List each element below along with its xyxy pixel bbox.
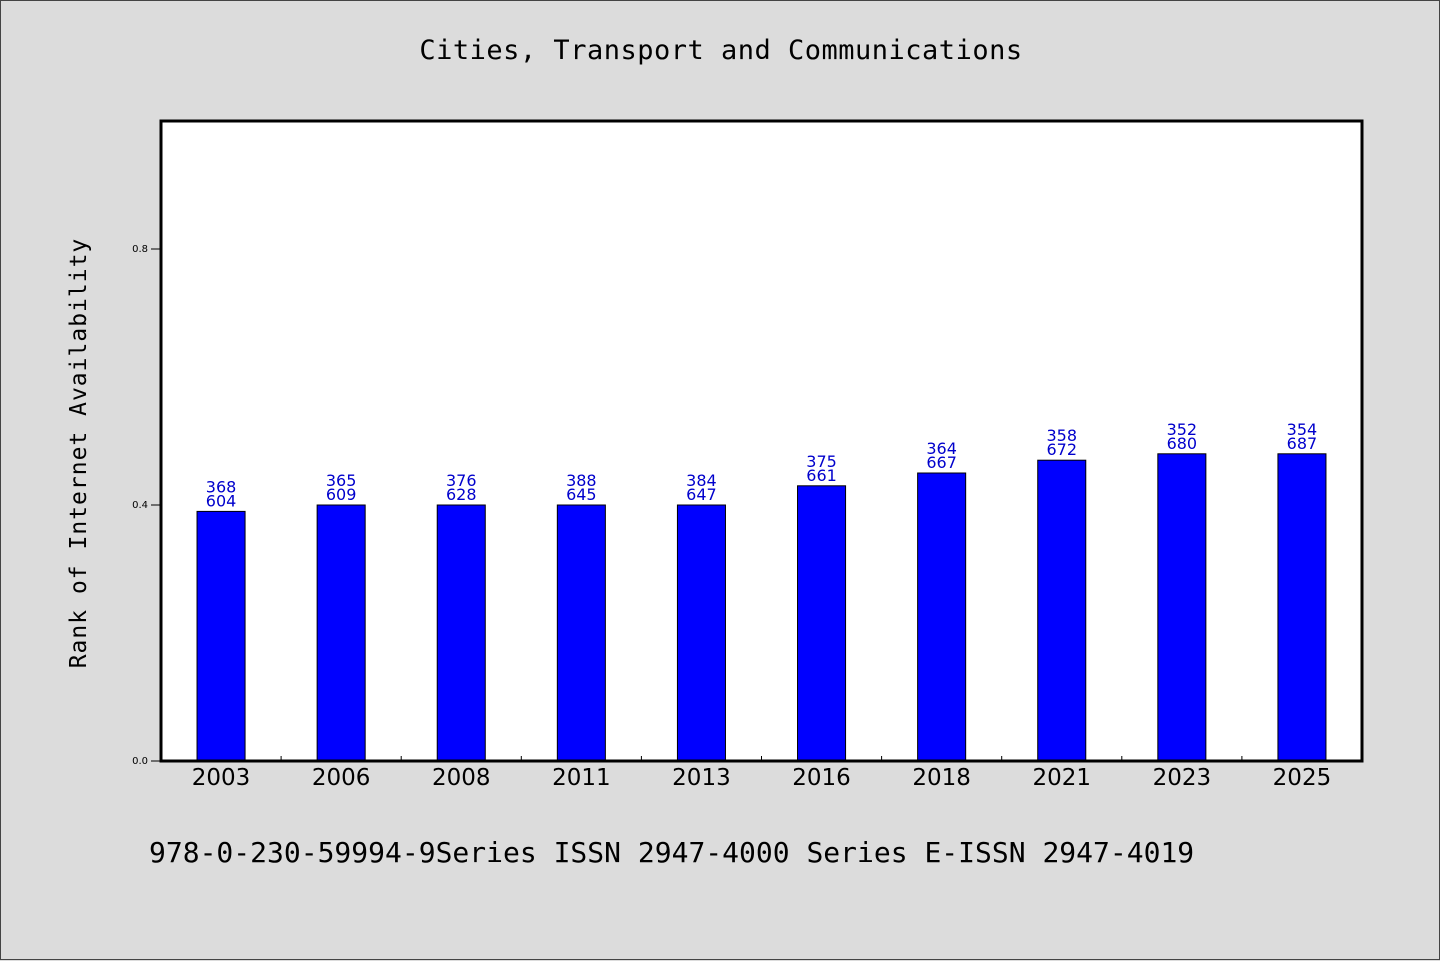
bar-2016 <box>797 485 847 762</box>
data-label-2013-upper: 384 <box>686 471 717 490</box>
data-label-2006-upper: 365 <box>326 471 357 490</box>
footer-text: 978-0-230-59994-9Series ISSN 2947-4000 S… <box>149 836 1195 869</box>
bar-2018 <box>917 472 967 762</box>
data-label-2003-upper: 368 <box>206 477 237 496</box>
x-tick-label-2025: 2025 <box>1273 765 1332 791</box>
x-tick-label-2023: 2023 <box>1153 765 1212 791</box>
data-label-2023-upper: 352 <box>1167 420 1198 439</box>
data-label-2021-lower: 672 <box>1046 440 1077 459</box>
data-label-2016-lower: 661 <box>806 466 837 485</box>
x-tick-label-2021: 2021 <box>1032 765 1091 791</box>
bar-2008 <box>436 504 486 762</box>
x-tick-label-2011: 2011 <box>552 765 611 791</box>
bar-2011 <box>556 504 606 762</box>
bar-2003 <box>196 510 246 762</box>
data-label-2018-upper: 364 <box>926 439 957 458</box>
bar-2025 <box>1277 453 1327 762</box>
data-label-2018-lower: 667 <box>926 453 957 472</box>
x-tick-label-2018: 2018 <box>912 765 971 791</box>
x-tick-label-2003: 2003 <box>192 765 251 791</box>
x-tick-label-2016: 2016 <box>792 765 851 791</box>
plot-border <box>159 119 1364 763</box>
bar-2023 <box>1157 453 1207 762</box>
x-tick-label-2008: 2008 <box>432 765 491 791</box>
x-tick-label-2013: 2013 <box>672 765 731 791</box>
bar-2021 <box>1037 459 1087 762</box>
chart-title: Cities, Transport and Communications <box>419 35 1023 66</box>
data-label-2003-lower: 604 <box>206 491 237 510</box>
data-label-2011-lower: 645 <box>566 485 597 504</box>
data-label-2011-upper: 388 <box>566 471 597 490</box>
data-label-2008-upper: 376 <box>446 471 477 490</box>
data-label-2008-lower: 628 <box>446 485 477 504</box>
data-label-2023-lower: 680 <box>1167 434 1198 453</box>
data-label-2006-lower: 609 <box>326 485 357 504</box>
data-label-2025-upper: 354 <box>1287 420 1318 439</box>
data-label-2021-upper: 358 <box>1046 426 1077 445</box>
data-label-2025-lower: 687 <box>1287 434 1318 453</box>
bar-2013 <box>676 504 726 762</box>
bar-2006 <box>316 504 366 762</box>
x-tick-label-2006: 2006 <box>312 765 371 791</box>
data-label-2016-upper: 375 <box>806 452 837 471</box>
y-tick-label: 0.0 <box>132 756 148 767</box>
y-tick-label: 0.4 <box>132 500 148 511</box>
data-label-2013-lower: 647 <box>686 485 717 504</box>
y-tick-label: 0.8 <box>132 244 148 255</box>
